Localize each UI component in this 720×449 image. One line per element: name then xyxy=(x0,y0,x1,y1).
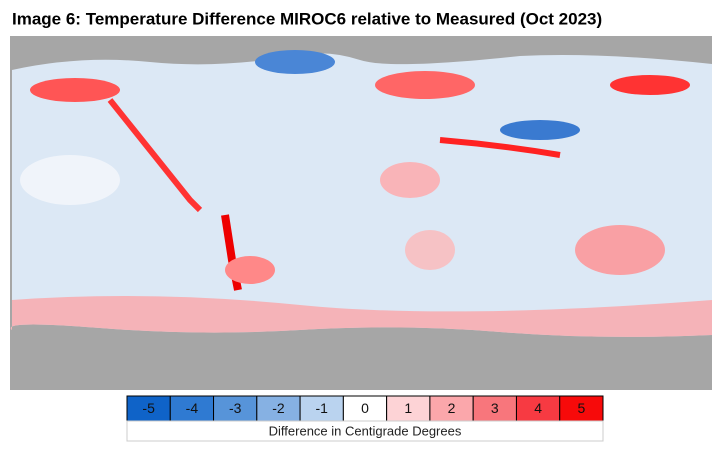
colorbar-cell xyxy=(169,395,215,422)
colorbar-label: 0 xyxy=(361,400,369,416)
warm-patch xyxy=(30,78,120,102)
colorbar: -5 -4 -3 -2 -1 0 1 2 3 4 5 xyxy=(126,395,604,422)
warm-patch xyxy=(405,230,455,270)
warm-patch xyxy=(575,225,665,275)
caption-box xyxy=(126,420,604,442)
colorbar-label: 1 xyxy=(404,400,412,416)
colorbar-cell xyxy=(429,395,474,422)
cool-patch xyxy=(500,120,580,140)
warm-patch xyxy=(375,71,475,99)
colorbar-label: -2 xyxy=(272,400,285,416)
colorbar-caption: Difference in Centigrade Degrees xyxy=(269,423,462,438)
map-field xyxy=(10,53,712,337)
cool-patch xyxy=(255,50,335,74)
warm-ridge xyxy=(439,137,561,158)
colorbar-label: 5 xyxy=(577,400,585,416)
warm-patch xyxy=(380,162,440,198)
colorbar-label: 3 xyxy=(491,400,499,416)
colorbar-label: -5 xyxy=(142,400,155,416)
colorbar-label: 2 xyxy=(448,400,456,416)
colorbar-cell xyxy=(386,395,431,422)
colorbar-label: -3 xyxy=(229,400,242,416)
title: Image 6: Temperature Difference MIROC6 r… xyxy=(12,9,602,28)
colorbar-cell xyxy=(472,395,517,422)
colorbar-cell xyxy=(559,395,604,422)
map xyxy=(10,36,712,390)
colorbar-cell xyxy=(126,395,171,422)
warm-ridge xyxy=(107,98,203,213)
colorbar-label: -4 xyxy=(186,400,199,416)
colorbar-label: -1 xyxy=(316,400,329,416)
warm-patch xyxy=(225,256,275,284)
warm-patch xyxy=(610,75,690,95)
southern-warm-band xyxy=(10,296,712,337)
neutral-patch xyxy=(20,155,120,205)
colorbar-label: 4 xyxy=(534,400,542,416)
